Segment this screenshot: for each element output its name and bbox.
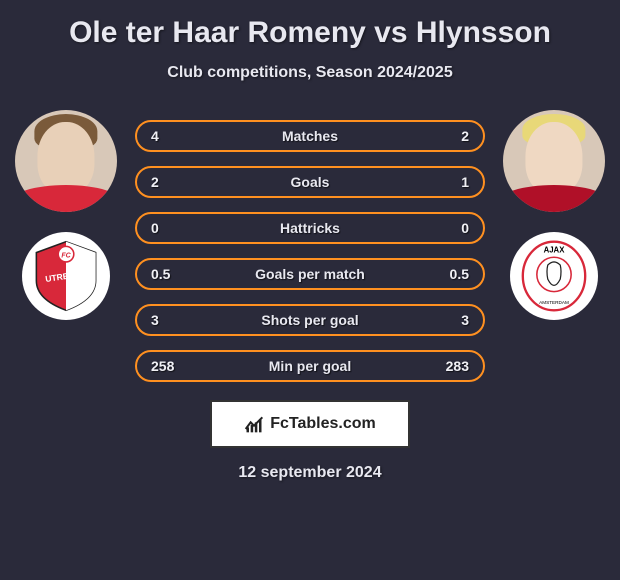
date-text: 12 september 2024 [8,464,612,482]
ajax-label-text: AJAX [544,246,566,255]
utrecht-fc-text: FC [61,252,71,259]
page-title: Ole ter Haar Romeny vs Hlynsson [8,16,612,50]
stat-label: Goals [291,174,330,190]
stat-row-min-per-goal: 258 Min per goal 283 [135,350,485,382]
stat-label: Shots per goal [261,312,358,328]
stat-left-value: 0 [151,220,181,236]
stat-left-value: 3 [151,312,181,328]
player-right-photo [503,110,605,212]
stat-left-value: 0.5 [151,266,181,282]
stat-row-matches: 4 Matches 2 [135,120,485,152]
stat-left-value: 4 [151,128,181,144]
utrecht-shield-icon: FC UTRECHT [27,237,105,315]
player-left-head [37,122,94,193]
player-right-shirt [503,185,605,212]
right-column: AJAX AMSTERDAM [499,110,609,320]
stat-right-value: 1 [439,174,469,190]
left-column: FC UTRECHT [11,110,121,320]
player-left-shirt [15,185,117,212]
stat-label: Min per goal [269,358,351,374]
ajax-shield-icon: AJAX AMSTERDAM [515,237,593,315]
club-right-logo: AJAX AMSTERDAM [510,232,598,320]
comparison-row: FC UTRECHT 4 Matches 2 2 Goals 1 0 Hattr… [8,110,612,382]
player-left-photo [15,110,117,212]
stat-label: Matches [282,128,338,144]
stat-label: Hattricks [280,220,340,236]
player-right-head [525,122,582,193]
stat-right-value: 2 [439,128,469,144]
stat-row-goals: 2 Goals 1 [135,166,485,198]
brand-box: FcTables.com [210,400,410,448]
stat-label: Goals per match [255,266,365,282]
stat-right-value: 0 [439,220,469,236]
stats-column: 4 Matches 2 2 Goals 1 0 Hattricks 0 0.5 … [135,110,485,382]
stat-right-value: 283 [439,358,469,374]
stat-row-hattricks: 0 Hattricks 0 [135,212,485,244]
stat-right-value: 0.5 [439,266,469,282]
stat-right-value: 3 [439,312,469,328]
chart-icon [244,414,264,434]
stat-row-shots-per-goal: 3 Shots per goal 3 [135,304,485,336]
stat-left-value: 258 [151,358,181,374]
ajax-sublabel-text: AMSTERDAM [539,300,569,305]
club-left-logo: FC UTRECHT [22,232,110,320]
subtitle: Club competitions, Season 2024/2025 [8,64,612,82]
brand-text: FcTables.com [270,415,376,433]
stat-left-value: 2 [151,174,181,190]
stat-row-goals-per-match: 0.5 Goals per match 0.5 [135,258,485,290]
